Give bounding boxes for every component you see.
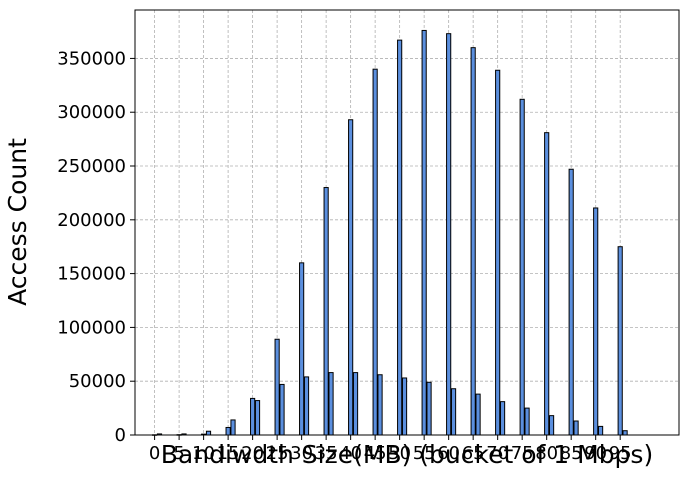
x-tick-label: 55 [413,443,436,464]
x-tick-label: 75 [511,443,534,464]
x-tick-label: 60 [437,443,460,464]
x-tick-label: 85 [560,443,583,464]
bar [446,33,452,436]
bar [348,119,354,436]
plot-frame [134,9,680,436]
bar [544,132,550,436]
bar [524,407,530,436]
bar [475,393,481,436]
y-tick-label: 350000 [57,48,126,69]
bars [152,29,628,436]
x-tick-label: 65 [462,443,485,464]
y-tick-label: 300000 [57,102,126,123]
y-axis-title: Access Count [3,138,32,306]
bar [225,426,231,436]
x-tick-label: 5 [173,443,184,464]
bar [548,415,555,436]
bar [328,372,334,436]
bar [250,397,256,436]
bar [573,420,579,436]
bar [274,338,280,436]
bar [568,168,574,436]
bar [397,39,403,436]
x-tick-label: 20 [241,443,264,464]
bar [598,425,604,436]
bar [499,401,506,436]
x-tick-label: 35 [315,443,338,464]
x-axis-title: Bandiwdth Size(MB) (bucket of 1 Mbps) [161,440,653,469]
x-tick-label: 70 [486,443,509,464]
x-tick-label: 15 [217,443,240,464]
x-tick-label: 25 [266,443,289,464]
x-tick-label: 45 [364,443,387,464]
bar [519,98,525,436]
bar [299,262,305,436]
bar [622,430,628,436]
x-tick-label: 0 [149,443,160,464]
bar [254,400,261,436]
bar [426,381,432,436]
x-tick-label: 50 [388,443,411,464]
bar [401,377,408,436]
x-tick-label: 90 [584,443,607,464]
y-tick-label: 100000 [57,317,126,338]
bar [450,388,457,436]
bar [279,383,285,436]
y-axis-ticks: 0 50000 100000 150000 200000 250000 300000 3500… [57,48,135,446]
bar [303,376,310,436]
bar [352,372,359,436]
x-tick-label: 10 [192,443,215,464]
x-tick-label: 80 [535,443,558,464]
bar [230,419,236,436]
x-tick-label: 30 [290,443,313,464]
y-tick-label: 250000 [57,156,126,177]
y-tick-label: 150000 [57,264,126,285]
bar [495,69,501,436]
y-tick-label: 200000 [57,210,126,231]
bar [617,246,623,436]
bar [470,47,476,436]
y-tick-label: 0 [115,425,126,446]
x-tick-label: 95 [609,443,632,464]
bar [593,207,599,436]
bar [377,374,383,436]
bar [372,68,378,436]
bar [421,29,427,436]
x-tick-label: 40 [339,443,362,464]
x-axis-ticks: 0 5 10 15 20 25 30 35 40 45 50 55 60 65 70 75 80 85 90 95 [149,435,632,464]
bar [205,430,212,436]
bar [323,187,329,436]
y-tick-label: 50000 [69,371,126,392]
